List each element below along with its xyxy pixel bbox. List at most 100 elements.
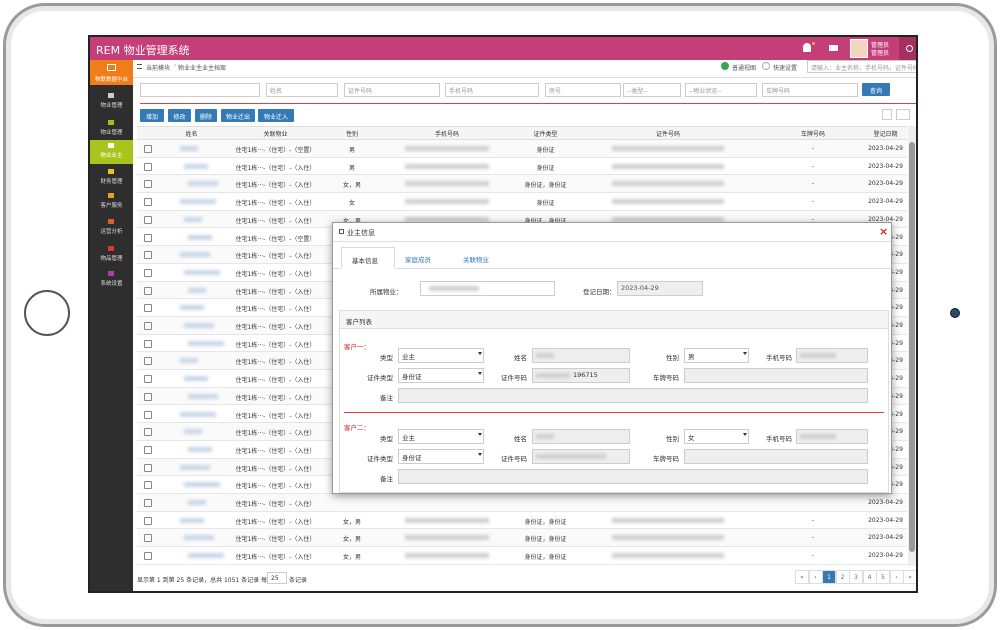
row-checkbox[interactable] <box>144 198 152 207</box>
row-checkbox[interactable] <box>144 463 152 472</box>
name-blur[interactable] <box>188 287 206 293</box>
sidebar-item[interactable]: 客户服务 <box>100 203 123 209</box>
filter-input[interactable]: 证件号码 <box>344 83 440 97</box>
name-blur[interactable] <box>180 464 210 470</box>
row-checkbox[interactable] <box>144 552 152 561</box>
row-checkbox[interactable] <box>144 499 152 507</box>
page-button[interactable]: 5 <box>876 570 890 584</box>
name-blur[interactable] <box>184 376 208 382</box>
name-blur[interactable] <box>180 199 216 205</box>
sidebar-item[interactable]: 系统设置 <box>100 281 123 287</box>
page-button[interactable]: ‹ <box>808 570 823 584</box>
name-blur[interactable] <box>188 181 218 187</box>
view-option[interactable]: 快速设置 <box>773 65 798 72</box>
name-blur[interactable] <box>180 411 216 417</box>
page-button[interactable]: » <box>903 570 916 584</box>
filter-select[interactable] <box>140 83 260 97</box>
row-checkbox[interactable] <box>144 286 152 295</box>
page-button[interactable]: 3 <box>849 570 863 584</box>
columns-icon[interactable] <box>896 109 910 120</box>
row-checkbox[interactable] <box>144 339 152 348</box>
row-checkbox[interactable] <box>144 357 152 366</box>
modal-close[interactable]: × <box>879 225 889 238</box>
action-button[interactable]: 修改 <box>168 109 191 122</box>
select[interactable]: 男 <box>684 348 749 363</box>
sidebar-item[interactable]: 物联数据中台 <box>94 77 128 83</box>
input[interactable]: 196715 <box>532 368 630 383</box>
input[interactable] <box>684 449 868 464</box>
filter-input[interactable]: 姓名 <box>266 83 338 97</box>
row-checkbox[interactable] <box>144 534 152 543</box>
input[interactable] <box>532 429 630 444</box>
property-select[interactable] <box>420 281 555 296</box>
input[interactable] <box>684 368 868 383</box>
row-checkbox[interactable] <box>144 375 152 384</box>
name-blur[interactable] <box>188 553 224 559</box>
bell-icon[interactable] <box>803 43 811 52</box>
filter-input[interactable]: 房号 <box>545 83 621 97</box>
row-checkbox[interactable] <box>144 410 152 419</box>
row-checkbox[interactable] <box>144 304 152 313</box>
name-blur[interactable] <box>184 429 202 435</box>
sidebar-item[interactable]: 物业管理 <box>100 103 123 109</box>
breadcrumb-item[interactable]: 物业业主 <box>178 65 203 72</box>
name-blur[interactable] <box>184 216 202 222</box>
sidebar-item[interactable]: 运营分析 <box>100 229 123 235</box>
action-button[interactable]: 物业迁入 <box>258 109 294 122</box>
row-checkbox[interactable] <box>144 516 152 525</box>
name-blur[interactable] <box>188 500 206 505</box>
row-checkbox[interactable] <box>144 251 152 260</box>
page-button[interactable]: 1 <box>822 570 836 584</box>
sidebar-item[interactable]: 财务管理 <box>100 179 123 185</box>
name-blur[interactable] <box>184 163 208 169</box>
input[interactable] <box>398 469 868 484</box>
name-blur[interactable] <box>180 358 198 364</box>
name-blur[interactable] <box>188 393 218 399</box>
action-button[interactable]: 物业迁出 <box>221 109 255 122</box>
name-blur[interactable] <box>184 482 220 488</box>
select[interactable]: 身份证 <box>398 449 484 464</box>
name-blur[interactable] <box>180 305 204 311</box>
name-blur[interactable] <box>184 269 220 275</box>
sidebar-item[interactable]: 物品管理 <box>100 256 123 262</box>
select[interactable]: 身份证 <box>398 368 484 383</box>
action-button[interactable]: 增加 <box>140 109 164 122</box>
filter-input[interactable]: --物业状态-- <box>685 83 757 97</box>
name-blur[interactable] <box>188 340 224 346</box>
query-button[interactable]: 查询 <box>862 83 890 96</box>
date-input[interactable]: 2023-04-29 <box>617 281 703 296</box>
filter-input[interactable]: 手机号码 <box>445 83 539 97</box>
name-blur[interactable] <box>180 252 210 258</box>
page-button[interactable]: › <box>889 570 904 584</box>
search-box[interactable]: 请输入：业主名称，手机号码，证件号码 <box>807 60 916 73</box>
page-button[interactable]: 2 <box>835 570 850 584</box>
name-blur[interactable] <box>180 146 198 151</box>
name-blur[interactable] <box>180 517 204 523</box>
row-checkbox[interactable] <box>144 322 152 330</box>
radio[interactable] <box>762 62 770 70</box>
tab[interactable]: 家庭成员 <box>405 256 431 264</box>
input[interactable] <box>398 388 868 403</box>
tab[interactable]: 关联物业 <box>463 256 489 264</box>
row-checkbox[interactable] <box>144 445 152 454</box>
row-checkbox[interactable] <box>144 268 152 277</box>
filter-input[interactable]: 车牌号码 <box>762 83 858 97</box>
row-checkbox[interactable] <box>144 145 152 153</box>
sidebar-item[interactable]: 物业管理 <box>100 130 123 136</box>
page-button[interactable]: « <box>795 570 809 584</box>
list-view-icon[interactable] <box>882 109 892 120</box>
tab[interactable]: 基本信息 <box>341 247 395 269</box>
view-option[interactable]: 普通视图 <box>732 65 757 72</box>
row-checkbox[interactable] <box>144 180 152 189</box>
name-blur[interactable] <box>184 323 214 328</box>
row-checkbox[interactable] <box>144 481 152 490</box>
select[interactable]: 业主 <box>398 348 484 363</box>
row-checkbox[interactable] <box>144 162 152 171</box>
name-blur[interactable] <box>184 535 214 541</box>
avatar[interactable] <box>850 39 868 58</box>
name-blur[interactable] <box>188 234 212 240</box>
home-button[interactable] <box>24 290 70 336</box>
input[interactable] <box>532 348 630 363</box>
row-checkbox[interactable] <box>144 215 152 224</box>
name-blur[interactable] <box>188 446 212 452</box>
